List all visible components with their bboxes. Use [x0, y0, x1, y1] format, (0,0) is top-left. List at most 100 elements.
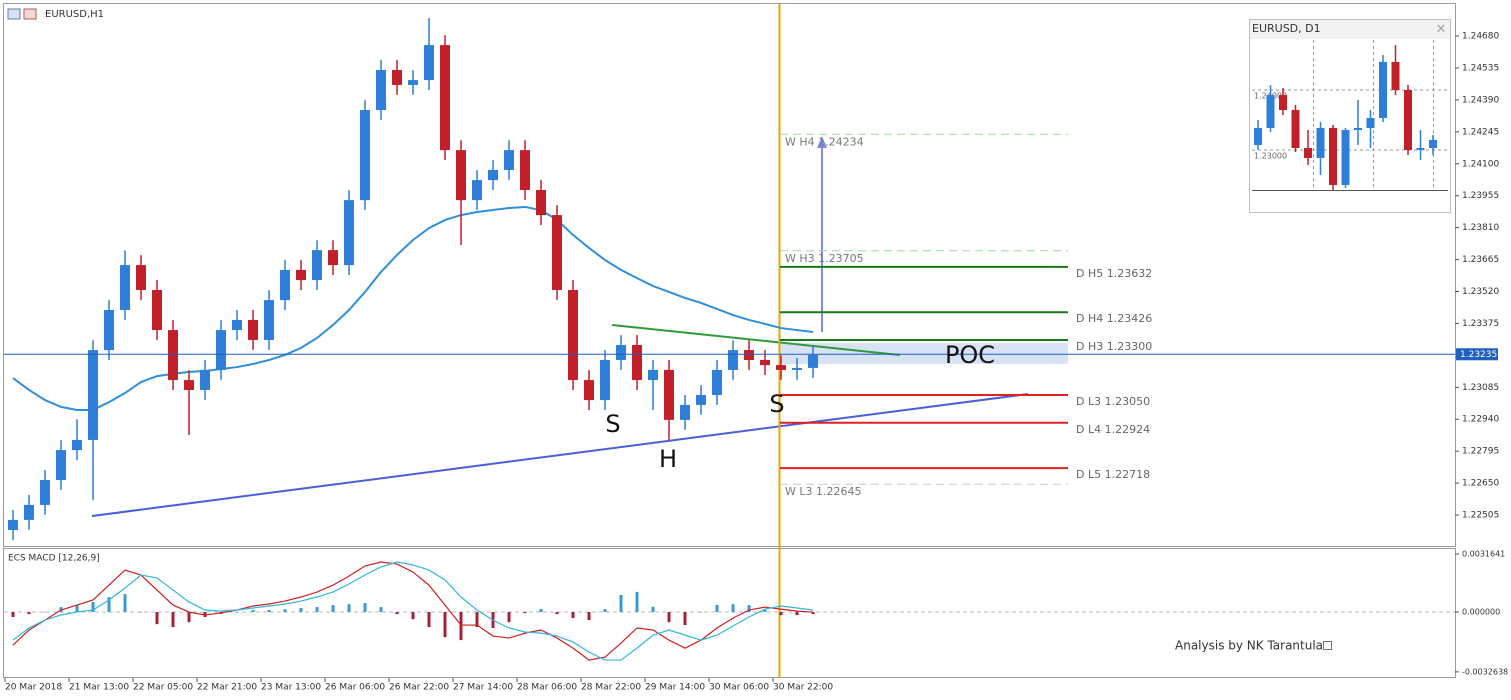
macd-line [12, 561, 814, 661]
macd-histogram-bar [811, 612, 815, 615]
inset-title: EURUSD, D1 [1252, 22, 1321, 35]
candle-body [536, 189, 546, 216]
x-tick-label: 27 Mar 14:00 [453, 683, 513, 693]
x-tick-label: 28 Mar 22:00 [581, 683, 641, 693]
candle-body [1366, 118, 1375, 128]
macd-histogram-bar [587, 612, 591, 621]
candle-body [280, 269, 290, 301]
candle-body [568, 289, 578, 381]
x-tick-label: 20 Mar 2018 [5, 683, 62, 693]
candle-body [1416, 148, 1425, 150]
y-tick-label: 1.23665 [1462, 255, 1499, 265]
svg-text:×: × [1436, 22, 1447, 37]
y-tick-label: 1.23520 [1462, 287, 1499, 297]
macd-histogram-bar [715, 604, 719, 613]
x-tick-label: 28 Mar 06:00 [517, 683, 577, 693]
candle-body [232, 319, 242, 331]
pattern-annotation: POC [945, 341, 995, 369]
macd-histogram-bar [379, 607, 383, 613]
candle-body [72, 439, 82, 451]
macd-histogram-bar [699, 612, 703, 613]
y-tick-label: -0.0032638 [1462, 667, 1508, 676]
macd-histogram-bar [43, 612, 47, 613]
macd-histogram-bar [571, 612, 575, 619]
y-tick-label: 1.22650 [1462, 479, 1499, 489]
candle-body [1341, 130, 1350, 185]
pivot-label: D L3 1.23050 [1076, 395, 1150, 408]
candle-body [392, 69, 402, 85]
current-price-box [1456, 348, 1498, 361]
candle-body [744, 350, 754, 361]
candle-body [728, 350, 738, 370]
pivot-label: D H3 1.23300 [1076, 340, 1152, 353]
y-tick-label: 0.0031641 [1462, 550, 1505, 559]
main-panel [3, 3, 1456, 547]
candle-body [104, 310, 114, 351]
candle-body [184, 380, 194, 390]
macd-histogram-bar [683, 612, 687, 626]
pivot-label: W L3 1.22645 [785, 485, 861, 498]
poc-zone [780, 343, 1068, 364]
macd-panel [3, 548, 1456, 678]
candle-body [1379, 61, 1387, 118]
candle-body [1291, 109, 1300, 148]
y-tick-label: 1.23375 [1462, 319, 1499, 329]
macd-histogram-bar [235, 612, 239, 613]
y-tick-label: 1.22795 [1462, 447, 1499, 457]
x-tick-label: 30 Mar 06:00 [709, 683, 769, 693]
candle-body [760, 360, 770, 366]
y-tick-label: 1.22505 [1462, 511, 1499, 521]
y-tick-label: 1.24680 [1462, 32, 1499, 42]
candle-body [1429, 139, 1437, 148]
macd-histogram-bar [459, 612, 463, 641]
candle-body [312, 250, 322, 281]
candle-body [504, 150, 514, 170]
moving-average [12, 205, 814, 411]
candle-body [376, 69, 386, 111]
symbol-label: EURUSD,H1 [45, 9, 104, 20]
candle-body [120, 265, 130, 311]
y-tick-label: 1.24390 [1462, 95, 1499, 105]
pivot-label: W H4 1.24234 [785, 135, 864, 148]
candle-body [152, 289, 162, 331]
candle-body [776, 365, 786, 370]
candle-body [1404, 89, 1412, 150]
pivot-label: W H3 1.23705 [785, 252, 864, 265]
macd-title: ECS MACD [12,26,9] [8, 554, 100, 564]
macd-histogram-bar [731, 604, 735, 613]
candle-body [808, 354, 818, 368]
candle-body [552, 215, 562, 290]
macd-histogram-bar [635, 591, 639, 613]
macd-histogram-bar [795, 612, 799, 616]
macd-histogram-bar [427, 612, 431, 628]
candle-body [408, 80, 418, 85]
macd-histogram-bar [443, 612, 447, 638]
macd-histogram-bar [171, 612, 175, 628]
candle-body [648, 369, 658, 381]
pattern-annotation: S [769, 390, 784, 418]
candle-body [1329, 127, 1337, 185]
candle-body [488, 169, 498, 181]
macd-histogram-bar [555, 612, 559, 615]
macd-histogram-bar [107, 597, 111, 613]
candle-body [200, 369, 210, 390]
candle-body [136, 265, 146, 290]
x-tick-label: 21 Mar 13:00 [69, 683, 129, 693]
candle-body [1391, 61, 1400, 90]
macd-histogram-bar [251, 610, 255, 613]
candle-body [696, 395, 706, 405]
y-tick-label: 1.23085 [1462, 383, 1499, 393]
macd-histogram-bar [619, 594, 623, 613]
candle-body [344, 200, 354, 266]
macd-histogram-bar [267, 610, 271, 613]
y-tick-label: 1.24245 [1462, 127, 1499, 137]
macd-histogram-bar [91, 601, 95, 613]
macd-histogram-bar [123, 594, 127, 613]
candle-body [456, 150, 466, 201]
macd-histogram-bar [155, 612, 159, 625]
macd-histogram-bar [11, 612, 15, 617]
x-tick-label: 26 Mar 06:00 [325, 683, 385, 693]
pattern-annotation: H [659, 445, 677, 473]
candle-body [520, 150, 530, 190]
candle-body [680, 404, 690, 420]
